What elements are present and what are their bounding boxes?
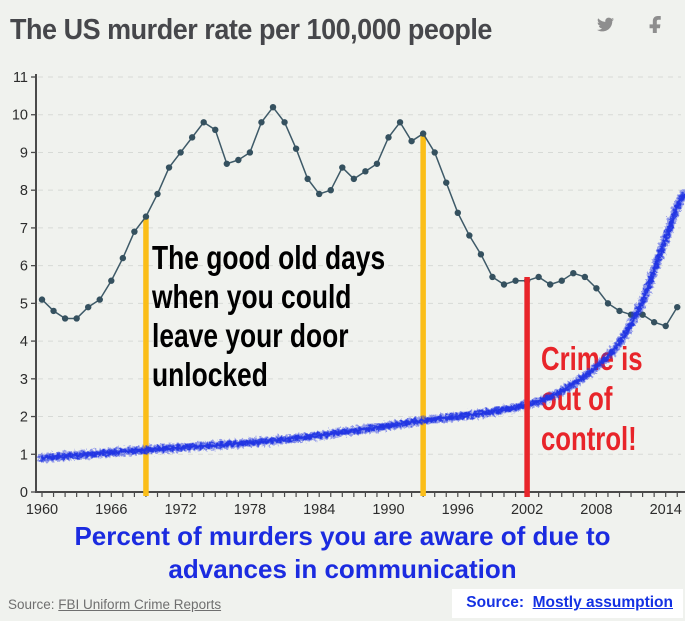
source-right-label: Source: — [466, 594, 524, 611]
svg-text:11: 11 — [13, 70, 28, 86]
annotation-crime-line3: control! — [541, 421, 637, 458]
facebook-icon — [649, 16, 661, 33]
svg-text:9: 9 — [20, 145, 28, 161]
svg-text:2002: 2002 — [511, 502, 543, 518]
svg-text:1972: 1972 — [164, 502, 196, 518]
source-right: Source: Mostly assumption — [452, 589, 683, 618]
murder-rate-chart: 0 1 2 3 4 5 6 7 8 9 10 11 1960 1966 1972 1978 1984 1990 19… — [12, 70, 685, 518]
annotation-good-old-days-line3: leave your door — [152, 318, 349, 354]
awareness-scribble-line — [37, 189, 685, 463]
svg-text:1996: 1996 — [442, 502, 474, 518]
chart-caption: Percent of murders you are aware of due … — [74, 521, 611, 584]
svg-text:1984: 1984 — [303, 502, 335, 518]
annotation-good-old-days-line2: when you could — [151, 279, 351, 315]
svg-text:2: 2 — [20, 410, 28, 426]
svg-text:4: 4 — [20, 334, 28, 350]
svg-text:0: 0 — [20, 485, 28, 501]
twitter-share-button[interactable] — [597, 16, 614, 33]
svg-text:6: 6 — [20, 259, 28, 275]
source-left-link[interactable]: FBI Uniform Crime Reports — [58, 597, 222, 612]
source-left-label: Source: — [8, 597, 55, 612]
svg-text:1978: 1978 — [234, 502, 266, 518]
svg-text:7: 7 — [20, 221, 28, 237]
source-right-link[interactable]: Mostly assumption — [532, 594, 673, 611]
svg-text:1966: 1966 — [95, 502, 127, 518]
facebook-share-button[interactable] — [648, 16, 665, 33]
svg-text:2014: 2014 — [650, 502, 682, 518]
svg-text:10: 10 — [12, 108, 28, 124]
svg-text:3: 3 — [20, 372, 28, 388]
svg-text:2008: 2008 — [580, 502, 612, 518]
source-left: Source: FBI Uniform Crime Reports — [8, 597, 221, 612]
annotation-good-old-days-line4: unlocked — [152, 357, 268, 393]
annotation-good-old-days-line1: The good old days — [152, 240, 385, 276]
svg-text:1: 1 — [20, 447, 28, 463]
svg-text:1960: 1960 — [26, 502, 58, 518]
svg-text:1990: 1990 — [372, 502, 404, 518]
twitter-icon — [597, 17, 614, 32]
svg-text:5: 5 — [20, 296, 28, 312]
page-title: The US murder rate per 100,000 people — [10, 14, 492, 46]
svg-text:8: 8 — [20, 183, 28, 199]
